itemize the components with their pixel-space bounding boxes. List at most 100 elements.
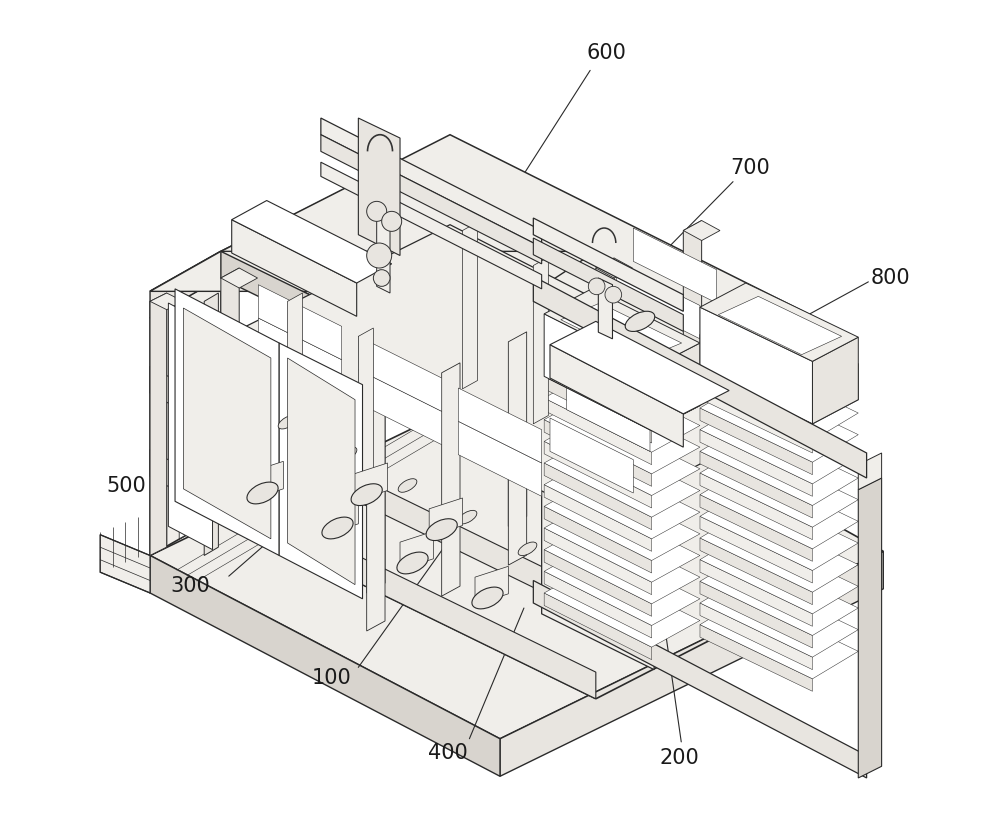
Text: 200: 200 [659, 748, 699, 768]
Polygon shape [700, 581, 812, 648]
Polygon shape [700, 559, 812, 626]
Polygon shape [544, 420, 652, 487]
Polygon shape [700, 430, 812, 497]
Polygon shape [508, 285, 545, 304]
Polygon shape [442, 363, 460, 596]
Polygon shape [358, 370, 442, 445]
Polygon shape [400, 532, 433, 569]
Polygon shape [598, 278, 612, 339]
Polygon shape [533, 218, 683, 311]
Polygon shape [458, 388, 542, 463]
Ellipse shape [322, 517, 353, 539]
Polygon shape [700, 495, 812, 561]
Ellipse shape [397, 552, 428, 573]
Polygon shape [700, 489, 858, 570]
Polygon shape [358, 336, 442, 411]
Polygon shape [718, 296, 842, 354]
Polygon shape [544, 328, 700, 409]
Polygon shape [100, 535, 150, 593]
Circle shape [605, 287, 622, 303]
Polygon shape [150, 293, 183, 309]
Ellipse shape [351, 484, 382, 506]
Polygon shape [258, 318, 342, 393]
Polygon shape [204, 293, 218, 555]
Text: 800: 800 [870, 268, 910, 288]
Polygon shape [367, 398, 385, 631]
Polygon shape [321, 135, 542, 264]
Polygon shape [533, 257, 548, 424]
Polygon shape [544, 544, 700, 625]
Polygon shape [544, 441, 652, 508]
Polygon shape [700, 446, 858, 528]
Polygon shape [544, 436, 700, 517]
Polygon shape [508, 285, 527, 527]
Polygon shape [544, 463, 652, 530]
Polygon shape [544, 507, 652, 573]
Polygon shape [150, 293, 167, 555]
Polygon shape [544, 458, 700, 539]
Polygon shape [700, 533, 858, 614]
Polygon shape [232, 201, 392, 283]
Polygon shape [221, 268, 258, 288]
Polygon shape [229, 225, 808, 518]
Polygon shape [700, 473, 812, 540]
Polygon shape [700, 511, 858, 592]
Polygon shape [700, 467, 858, 548]
Polygon shape [358, 328, 373, 495]
Ellipse shape [278, 415, 297, 429]
Polygon shape [550, 344, 683, 447]
Polygon shape [550, 418, 633, 493]
Polygon shape [683, 221, 702, 414]
Polygon shape [544, 415, 700, 496]
Polygon shape [150, 293, 167, 555]
Polygon shape [544, 393, 700, 474]
Polygon shape [858, 478, 882, 778]
Polygon shape [279, 343, 363, 599]
Polygon shape [583, 339, 667, 414]
Ellipse shape [398, 479, 417, 492]
Polygon shape [544, 566, 700, 647]
Ellipse shape [338, 447, 357, 461]
Polygon shape [150, 252, 596, 292]
Polygon shape [544, 315, 700, 431]
Polygon shape [258, 285, 342, 359]
Polygon shape [221, 489, 596, 699]
Polygon shape [596, 258, 632, 278]
Circle shape [367, 243, 392, 268]
Polygon shape [150, 555, 500, 777]
Polygon shape [700, 402, 858, 484]
Polygon shape [652, 343, 700, 431]
Polygon shape [544, 371, 700, 452]
Polygon shape [700, 624, 812, 691]
Polygon shape [150, 364, 883, 739]
Text: 700: 700 [730, 158, 770, 178]
Circle shape [588, 278, 605, 294]
Polygon shape [544, 398, 652, 465]
Polygon shape [544, 549, 652, 616]
Polygon shape [544, 485, 652, 551]
Polygon shape [232, 220, 357, 316]
Polygon shape [544, 354, 652, 421]
Polygon shape [150, 278, 221, 555]
Ellipse shape [426, 519, 457, 541]
Polygon shape [544, 571, 652, 638]
Polygon shape [596, 258, 614, 461]
Polygon shape [544, 289, 700, 368]
Polygon shape [168, 303, 213, 549]
Polygon shape [700, 538, 812, 604]
Circle shape [367, 201, 387, 222]
Polygon shape [175, 289, 279, 555]
Polygon shape [544, 502, 700, 582]
Polygon shape [700, 309, 858, 424]
Polygon shape [321, 162, 542, 289]
Polygon shape [700, 517, 812, 583]
Polygon shape [321, 118, 542, 247]
Ellipse shape [472, 587, 503, 609]
Polygon shape [700, 597, 858, 679]
Polygon shape [325, 497, 358, 535]
Polygon shape [475, 566, 508, 604]
Polygon shape [700, 359, 858, 441]
Polygon shape [700, 553, 858, 635]
Text: 300: 300 [170, 576, 210, 596]
Polygon shape [179, 316, 213, 539]
